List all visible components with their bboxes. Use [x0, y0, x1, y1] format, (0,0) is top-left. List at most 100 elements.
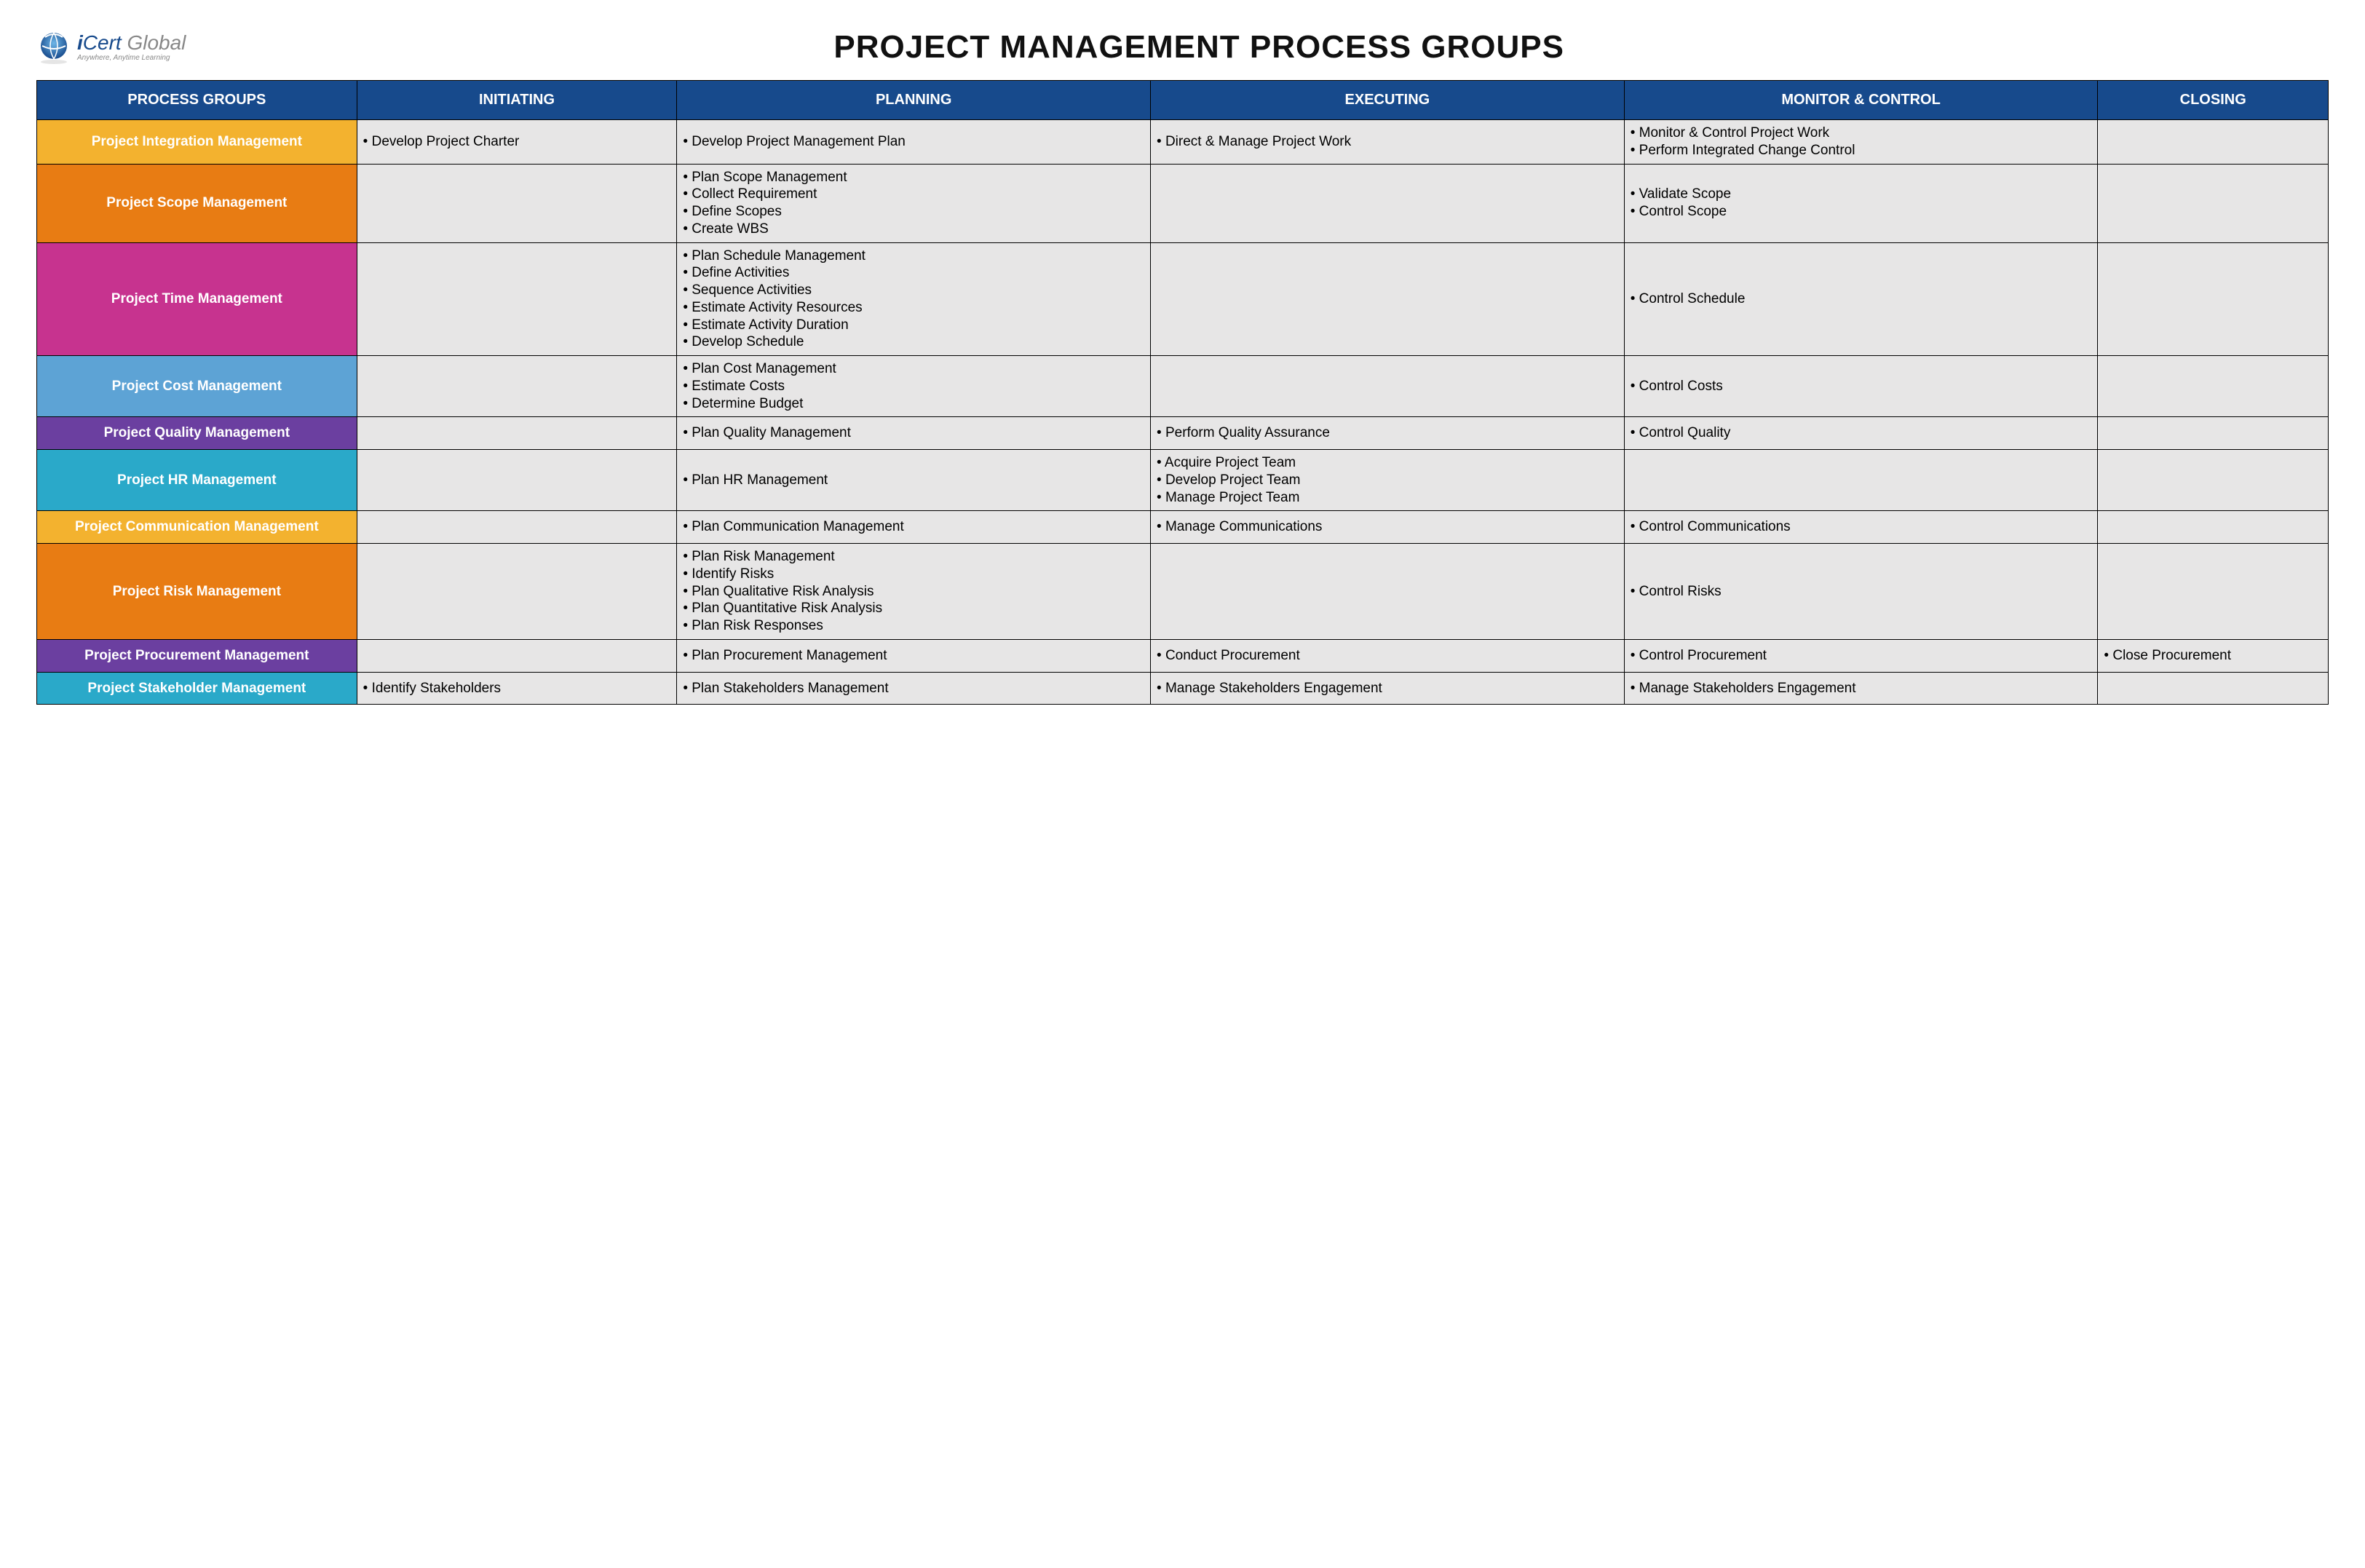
list-item: Acquire Project Team: [1157, 454, 1618, 472]
table-cell: Control Quality: [1624, 417, 2098, 450]
page-title: PROJECT MANAGEMENT PROCESS GROUPS: [69, 29, 2329, 66]
table-row: Project Scope Management Plan Scope Manag…: [37, 164, 2329, 242]
table-row: Project Risk ManagementPlan Risk Managem…: [37, 544, 2329, 640]
list-item: Collect Requirement: [683, 186, 1144, 203]
page-header: iCert Global Anywhere, Anytime Learning …: [36, 29, 2329, 66]
list-item: Plan Procurement Management: [683, 647, 1144, 665]
table-cell: [357, 544, 677, 640]
table-row: Project Communication ManagementPlan Com…: [37, 511, 2329, 544]
list-item: Manage Stakeholders Engagement: [1631, 680, 2092, 697]
table-cell: [2098, 164, 2329, 242]
list-item: Create WBS: [683, 221, 1144, 238]
column-header: MONITOR & CONTROL: [1624, 81, 2098, 120]
list-item: Control Schedule: [1631, 290, 2092, 308]
list-item: Determine Budget: [683, 395, 1144, 413]
table-row: Project Procurement ManagementPlan Procu…: [37, 639, 2329, 672]
list-item: Identify Risks: [683, 566, 1144, 583]
list-item: Develop Project Management Plan: [683, 133, 1144, 151]
row-header: Project Stakeholder Management: [37, 672, 357, 705]
list-item: Perform Integrated Change Control: [1631, 142, 2092, 159]
table-cell: [357, 450, 677, 511]
table-cell: [2098, 120, 2329, 165]
table-cell: [1151, 356, 1625, 417]
list-item: Plan Stakeholders Management: [683, 680, 1144, 697]
table-cell: [357, 356, 677, 417]
table-cell: Identify Stakeholders: [357, 672, 677, 705]
table-cell: [1624, 450, 2098, 511]
table-row: Project HR ManagementPlan HR ManagementA…: [37, 450, 2329, 511]
table-cell: [357, 242, 677, 356]
list-item: Control Costs: [1631, 378, 2092, 395]
list-item: Plan Schedule Management: [683, 248, 1144, 265]
table-cell: Plan Stakeholders Management: [677, 672, 1151, 705]
list-item: Manage Project Team: [1157, 489, 1618, 507]
table-cell: Develop Project Charter: [357, 120, 677, 165]
list-item: Plan Qualitative Risk Analysis: [683, 583, 1144, 601]
list-item: Control Risks: [1631, 583, 2092, 601]
list-item: Plan Scope Management: [683, 169, 1144, 186]
table-header: PROCESS GROUPSINITIATINGPLANNINGEXECUTIN…: [37, 81, 2329, 120]
table-row: Project Cost Management Plan Cost Managem…: [37, 356, 2329, 417]
table-cell: [2098, 242, 2329, 356]
row-header: Project Cost Management: [37, 356, 357, 417]
table-cell: Manage Communications: [1151, 511, 1625, 544]
table-row: Project Integration ManagementDevelop Pr…: [37, 120, 2329, 165]
table-cell: Monitor & Control Project WorkPerform In…: [1624, 120, 2098, 165]
table-cell: Acquire Project TeamDevelop Project Team…: [1151, 450, 1625, 511]
table-cell: [2098, 417, 2329, 450]
table-cell: Control Procurement: [1624, 639, 2098, 672]
column-header: INITIATING: [357, 81, 677, 120]
table-cell: Manage Stakeholders Engagement: [1624, 672, 2098, 705]
column-header: PROCESS GROUPS: [37, 81, 357, 120]
table-cell: [2098, 450, 2329, 511]
list-item: Direct & Manage Project Work: [1157, 133, 1618, 151]
table-cell: Conduct Procurement: [1151, 639, 1625, 672]
table-cell: [1151, 242, 1625, 356]
table-cell: Plan Cost ManagementEstimate CostsDeterm…: [677, 356, 1151, 417]
table-cell: Perform Quality Assurance: [1151, 417, 1625, 450]
table-cell: Plan Procurement Management: [677, 639, 1151, 672]
table-cell: [357, 164, 677, 242]
list-item: Perform Quality Assurance: [1157, 424, 1618, 442]
list-item: Estimate Activity Resources: [683, 299, 1144, 317]
table-cell: [357, 511, 677, 544]
list-item: Plan Quantitative Risk Analysis: [683, 600, 1144, 617]
list-item: Manage Stakeholders Engagement: [1157, 680, 1618, 697]
list-item: Close Procurement: [2104, 647, 2322, 665]
table-row: Project Quality ManagementPlan Quality M…: [37, 417, 2329, 450]
row-header: Project HR Management: [37, 450, 357, 511]
table-cell: Control Communications: [1624, 511, 2098, 544]
column-header: EXECUTING: [1151, 81, 1625, 120]
list-item: Plan Communication Management: [683, 518, 1144, 536]
table-cell: Plan Risk ManagementIdentify RisksPlan Q…: [677, 544, 1151, 640]
list-item: Control Procurement: [1631, 647, 2092, 665]
row-header: Project Scope Management: [37, 164, 357, 242]
list-item: Develop Project Team: [1157, 472, 1618, 489]
column-header: CLOSING: [2098, 81, 2329, 120]
table-cell: Control Costs: [1624, 356, 2098, 417]
list-item: Identify Stakeholders: [363, 680, 671, 697]
column-header: PLANNING: [677, 81, 1151, 120]
list-item: Plan Risk Management: [683, 548, 1144, 566]
globe-icon: [36, 30, 71, 65]
table-cell: [2098, 356, 2329, 417]
list-item: Validate Scope: [1631, 186, 2092, 203]
list-item: Develop Schedule: [683, 333, 1144, 351]
list-item: Sequence Activities: [683, 282, 1144, 299]
table-row: Project Time Management Plan Schedule Man…: [37, 242, 2329, 356]
table-cell: Validate ScopeControl Scope: [1624, 164, 2098, 242]
list-item: Estimate Costs: [683, 378, 1144, 395]
table-cell: Plan Schedule ManagementDefine Activitie…: [677, 242, 1151, 356]
table-cell: [2098, 544, 2329, 640]
table-body: Project Integration ManagementDevelop Pr…: [37, 120, 2329, 705]
row-header: Project Time Management: [37, 242, 357, 356]
table-cell: Plan Quality Management: [677, 417, 1151, 450]
table-cell: [357, 639, 677, 672]
process-groups-table: PROCESS GROUPSINITIATINGPLANNINGEXECUTIN…: [36, 80, 2329, 705]
table-cell: Close Procurement: [2098, 639, 2329, 672]
table-cell: Control Risks: [1624, 544, 2098, 640]
table-cell: Manage Stakeholders Engagement: [1151, 672, 1625, 705]
list-item: Develop Project Charter: [363, 133, 671, 151]
list-item: Estimate Activity Duration: [683, 317, 1144, 334]
list-item: Plan Cost Management: [683, 360, 1144, 378]
